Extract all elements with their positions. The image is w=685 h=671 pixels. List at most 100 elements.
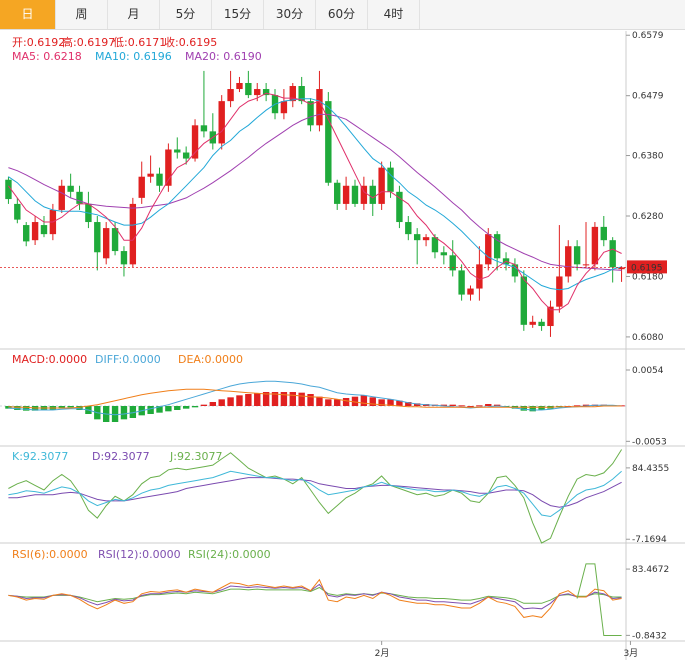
candle xyxy=(600,226,607,241)
tab-5[interactable]: 30分 xyxy=(264,0,316,29)
tab-2[interactable]: 月 xyxy=(108,0,160,29)
tab-7[interactable]: 4时 xyxy=(368,0,420,29)
candle xyxy=(325,101,332,183)
price-tick-label: 0.6080 xyxy=(632,333,664,343)
candle xyxy=(538,321,545,327)
candle xyxy=(609,240,616,268)
candle xyxy=(360,185,368,204)
price-tick-label: 0.6579 xyxy=(632,31,664,41)
candle xyxy=(102,228,110,259)
candle xyxy=(485,234,492,265)
macd-bar xyxy=(14,406,21,410)
candle xyxy=(14,203,21,220)
macd-tick-label: -0.0053 xyxy=(632,437,667,447)
candle xyxy=(396,191,403,223)
macd-bar xyxy=(387,399,394,406)
rsi24-line xyxy=(8,586,622,604)
ma20-legend: MA20: 0.6190 xyxy=(185,50,262,63)
candle xyxy=(342,185,350,204)
candle xyxy=(405,222,412,235)
candle xyxy=(316,89,323,126)
macd-bar xyxy=(200,404,208,406)
candle xyxy=(111,228,119,252)
macd-bar xyxy=(245,394,252,406)
d-line xyxy=(8,477,622,508)
macd-bar xyxy=(538,406,545,410)
macd-bar xyxy=(493,404,501,406)
macd-bar xyxy=(405,402,412,406)
macd-bar xyxy=(582,404,590,406)
time-tick-label: 2月 xyxy=(375,648,390,659)
rsi6-line xyxy=(8,578,622,618)
period-tab-bar: 日周月 5分 15分 30分 60分 4时 xyxy=(0,0,685,30)
tab-0[interactable]: 日 xyxy=(0,0,56,29)
macd-bar xyxy=(5,406,12,409)
candle xyxy=(23,225,30,242)
macd-bar xyxy=(67,406,74,408)
price-tick-label: 0.6280 xyxy=(632,212,664,222)
candle xyxy=(422,237,430,241)
macd-bar xyxy=(449,404,456,406)
candle xyxy=(147,173,154,177)
macd-bar xyxy=(254,393,261,406)
candle xyxy=(565,246,572,277)
rsi24-legend: RSI(24):0.0000 xyxy=(188,548,271,561)
macd-bar xyxy=(23,406,30,411)
macd-bar xyxy=(218,399,225,406)
ma20-line xyxy=(8,113,622,271)
tab-6[interactable]: 60分 xyxy=(316,0,368,29)
candle xyxy=(218,101,225,144)
macd-bar xyxy=(111,406,119,422)
candle xyxy=(191,125,199,159)
macd-bar xyxy=(236,395,243,406)
candle xyxy=(262,89,270,96)
candle xyxy=(31,222,39,241)
candle xyxy=(5,179,12,200)
candle xyxy=(369,185,376,204)
ma10-line xyxy=(8,98,622,291)
k-line xyxy=(8,470,622,518)
macd-bar xyxy=(413,403,421,406)
candle xyxy=(529,321,536,325)
ma10-legend: MA10: 0.6196 xyxy=(95,50,172,63)
macd-bar xyxy=(227,397,234,406)
macd-bar xyxy=(342,398,350,406)
macd-bar xyxy=(440,404,448,406)
macd-bar xyxy=(360,395,368,406)
tab-1[interactable]: 周 xyxy=(56,0,108,29)
candle xyxy=(254,89,261,96)
macd-bar xyxy=(467,406,474,407)
candle xyxy=(334,182,341,204)
candle xyxy=(298,86,305,102)
candle xyxy=(156,173,163,186)
candle xyxy=(236,82,243,90)
candle xyxy=(413,234,421,241)
macd-bar xyxy=(174,406,181,410)
rsi-tick-label: -0.8432 xyxy=(632,631,667,641)
macd-bar xyxy=(573,405,581,407)
candle xyxy=(582,264,590,266)
candle xyxy=(591,226,599,265)
candle xyxy=(520,276,528,325)
tab-4[interactable]: 15分 xyxy=(212,0,264,29)
macd-bar xyxy=(316,396,323,406)
macd-bar xyxy=(262,392,270,406)
macd-bar xyxy=(289,392,296,406)
candle xyxy=(182,152,190,159)
tab-3[interactable]: 5分 xyxy=(160,0,212,29)
candle xyxy=(245,82,252,96)
macd-tick-label: 0.0054 xyxy=(632,366,664,376)
price-tick-label: 0.6380 xyxy=(632,152,664,162)
candle xyxy=(618,267,625,270)
macd-bar xyxy=(485,404,492,406)
candle xyxy=(378,167,385,204)
candle xyxy=(280,101,288,114)
d-legend: D:92.3077 xyxy=(92,450,150,463)
j-legend: J:92.3077 xyxy=(169,450,222,463)
candle xyxy=(467,288,474,295)
time-tick-label: 3月 xyxy=(623,648,638,659)
macd-bar xyxy=(369,397,376,406)
rsi-spike-line xyxy=(576,563,622,636)
macd-bar xyxy=(334,399,341,406)
rsi12-legend: RSI(12):0.0000 xyxy=(98,548,181,561)
